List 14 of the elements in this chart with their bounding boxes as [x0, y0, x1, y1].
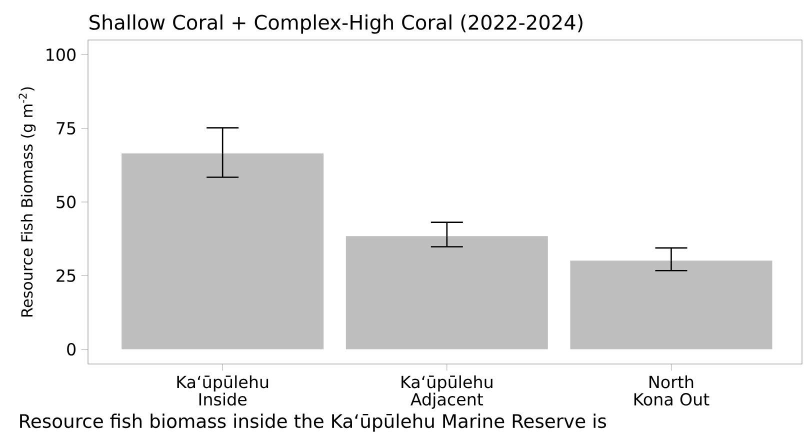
bar	[570, 260, 772, 350]
y-tick-label: 0	[67, 342, 76, 356]
x-tick-label: North Kona Out	[634, 375, 710, 406]
y-tick-label: 100	[46, 48, 76, 62]
text: Resource fish biomass inside the Kaʻūpūlehu Marine Reserve is	[20, 414, 606, 432]
y-axis-title: Resource Fish Biomass (g m$^{-2}$)	[18, 87, 36, 316]
chart-title: Shallow Coral + Complex-High Coral (2022-2024)	[90, 14, 582, 34]
bar	[346, 236, 548, 350]
bar	[122, 153, 324, 350]
x-tick-label: Kaʻūpūlehu Inside	[177, 375, 268, 406]
x-tick-label: Kaʻūpūlehu Adjacent	[402, 375, 492, 409]
y-tick-label: 50	[56, 196, 76, 208]
y-tick-label: 25	[56, 269, 76, 282]
y-tick-label: 75	[56, 122, 76, 135]
